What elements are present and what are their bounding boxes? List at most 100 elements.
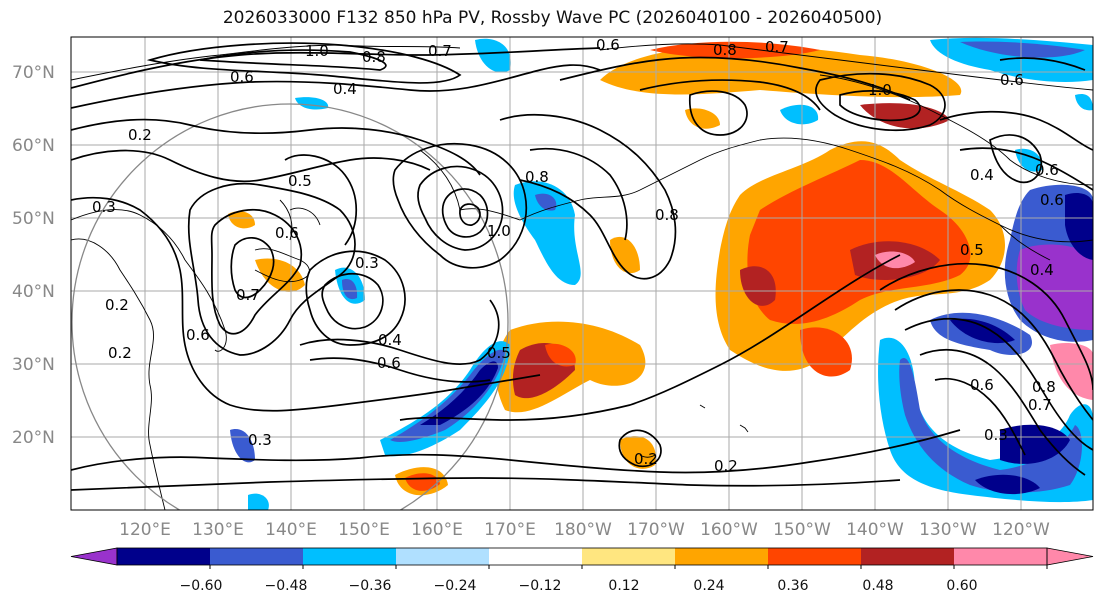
shade-neg-south-mid: [390, 349, 505, 442]
contour-label: 0.6: [1040, 191, 1064, 209]
shade-neg-navy-topright-2: [960, 41, 1085, 58]
colorbar: [70, 547, 1094, 569]
contour-label: 0.6: [186, 326, 210, 344]
lon-tick: 130°W: [919, 520, 977, 540]
contour-label: 0.8: [1032, 378, 1056, 396]
colorbar-tick: 0.48: [862, 578, 893, 594]
colorbar-tick: 0.24: [693, 578, 724, 594]
coastlines: [71, 43, 1093, 510]
colorbar-segment: [117, 548, 211, 565]
contour-label: 0.7: [428, 42, 452, 60]
colorbar-segment: [768, 548, 862, 565]
lon-tick: 140°W: [846, 520, 904, 540]
pv-contours: [71, 42, 1093, 491]
map-title: 2026033000 F132 850 hPa PV, Rossby Wave …: [222, 8, 883, 28]
shade-central-red: [545, 343, 576, 367]
colorbar-segment: [210, 548, 304, 565]
contour-label: 0.3: [355, 254, 379, 272]
lat-tick: 30°N: [12, 355, 55, 375]
shade-neg-780: [780, 104, 819, 125]
shade-neg-east-2-navy: [1000, 424, 1070, 464]
shade-east-darkred-2: [740, 266, 776, 306]
colorbar-tick: −0.36: [349, 578, 392, 594]
colorbar-tick: −0.48: [265, 578, 308, 594]
lon-tick: 170°W: [627, 520, 685, 540]
lon-tick: 120°E: [119, 520, 171, 540]
contour-label: 0.8: [525, 168, 549, 186]
colorbar-tick: −0.12: [519, 578, 562, 594]
lon-tick-labels: 120°E 130°E 140°E 150°E 160°E 170°E 180°…: [119, 520, 1050, 540]
shade-neg-ne-purple-2: [1016, 244, 1093, 330]
colorbar-tick: 0.12: [608, 578, 639, 594]
lat-tick: 60°N: [12, 136, 55, 156]
map-panel: 1.0 0.8 0.7 0.6 0.4 0.6 0.2 0.3 0.5 0.6 …: [71, 36, 1093, 510]
shade-neg-345-dark: [342, 279, 358, 300]
lon-tick: 160°W: [700, 520, 758, 540]
contour-label: 0.8: [713, 41, 737, 59]
shade-neg-south-navy: [420, 361, 498, 425]
shade-north-darkred: [860, 103, 950, 129]
contour-label: 0.2: [108, 344, 132, 362]
colorbar-segment: [396, 548, 490, 565]
contour-label: 0.4: [333, 80, 357, 98]
lon-tick: 170°E: [484, 520, 536, 540]
contour-label: 0.3: [248, 431, 272, 449]
contour-label: 1.0: [305, 42, 329, 60]
lon-tick: 140°E: [265, 520, 317, 540]
colorbar-arrow-low: [70, 547, 118, 566]
lon-tick: 130°E: [192, 520, 244, 540]
contour-label: 0.6: [1000, 71, 1024, 89]
contour-label: 0.5: [960, 241, 984, 259]
colorbar-segment: [303, 548, 397, 565]
contour-label: 0.2: [634, 450, 658, 468]
contour-label: 0.5: [487, 344, 511, 362]
shade-east-pink: [875, 251, 915, 269]
colorbar-segment: [954, 548, 1048, 565]
lat-tick-labels: 70°N 60°N 50°N 40°N 30°N 20°N: [12, 63, 55, 448]
lon-tick: 160°E: [411, 520, 463, 540]
contour-label: 1.0: [487, 222, 511, 240]
shade-east-red: [747, 160, 971, 324]
contour-label: 0.6: [275, 224, 299, 242]
shade-orange-685: [685, 108, 720, 129]
lat-tick: 70°N: [12, 63, 55, 83]
contour-label: 0.3: [984, 426, 1008, 444]
shade-orange-610: [610, 236, 640, 274]
shade-neg-ne-navy: [1065, 193, 1093, 260]
contour-label: 0.8: [362, 48, 386, 66]
contour-label: 0.2: [714, 457, 738, 475]
contour-label: 0.6: [970, 376, 994, 394]
colorbar-arrow-high: [1046, 547, 1094, 566]
lon-tick: 150°E: [338, 520, 390, 540]
contour-label: 0.7: [1028, 396, 1052, 414]
colorbar-tick: −0.60: [180, 578, 223, 594]
colorbar-tick: 0.36: [777, 578, 808, 594]
contour-label: 0.4: [378, 331, 402, 349]
contour-labels: 1.0 0.8 0.7 0.6 0.4 0.6 0.2 0.3 0.5 0.6 …: [92, 36, 1064, 475]
contour-label: 0.7: [765, 38, 789, 56]
shade-orange-228: [228, 211, 255, 229]
lat-tick: 20°N: [12, 428, 55, 448]
map-frame: [70, 36, 1094, 511]
shade-neg-515: [513, 181, 581, 285]
shade-neg-515-dark: [535, 193, 557, 211]
lon-tick: 180°W: [554, 520, 612, 540]
shade-orange-japan: [255, 258, 305, 292]
contour-label: 0.4: [1030, 261, 1054, 279]
contour-label: 0.5: [288, 172, 312, 190]
contour-label: 0.7: [236, 286, 260, 304]
lat-tick: 50°N: [12, 209, 55, 229]
contour-label: 1.0: [868, 81, 892, 99]
shade-neg-250: [248, 493, 269, 510]
graticule: [71, 37, 1093, 510]
contour-label: 0.8: [655, 206, 679, 224]
shade-neg-east-2-mid: [899, 358, 1082, 493]
colorbar-tick-labels: −0.60 −0.48 −0.36 −0.24 −0.12 0.12 0.24 …: [180, 578, 978, 594]
contour-label: 0.2: [128, 126, 152, 144]
contour-label: 0.6: [377, 354, 401, 372]
contour-label: 0.6: [230, 68, 254, 86]
contour-label: 0.6: [596, 36, 620, 54]
colorbar-segment: [675, 548, 769, 565]
shade-neg-1080: [1075, 93, 1093, 111]
